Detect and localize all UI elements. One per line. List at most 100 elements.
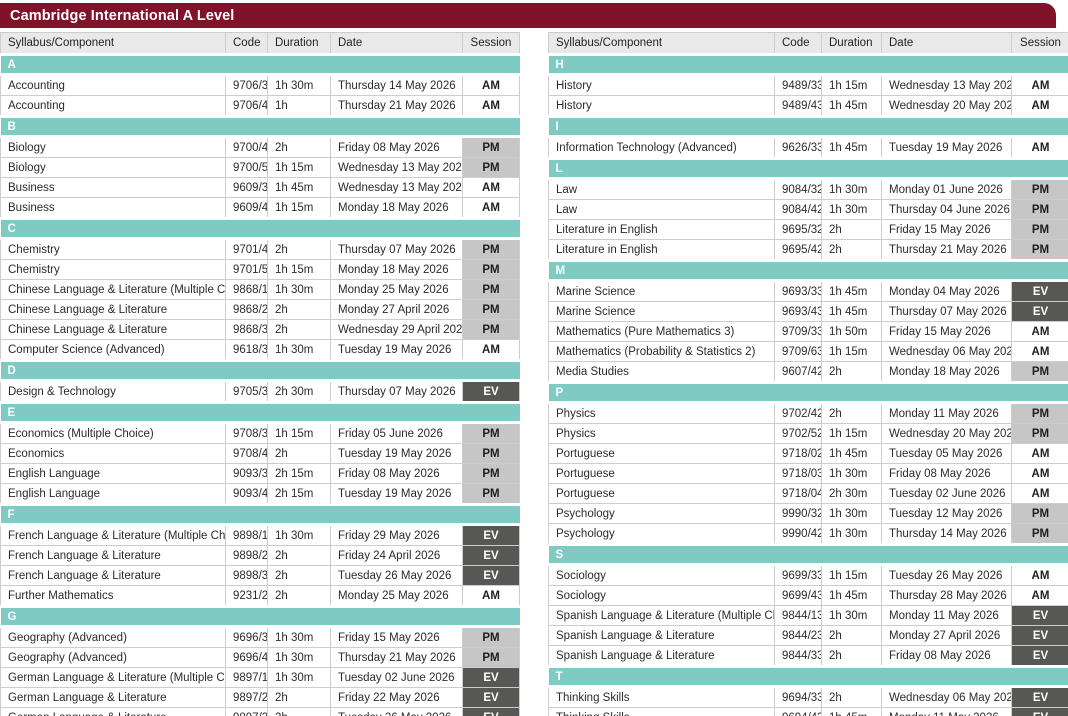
code-cell: 9718/04 [774, 483, 822, 504]
duration-cell: 1h 45m [821, 95, 882, 117]
duration-cell: 1h 45m [821, 443, 882, 464]
duration-cell: 1h 30m [267, 74, 331, 96]
syllabus-cell: Chinese Language & Literature [0, 299, 226, 320]
session-badge: AM [1011, 136, 1068, 159]
syllabus-cell: Portuguese [548, 483, 775, 504]
date-cell: Tuesday 12 May 2026 [881, 503, 1012, 524]
section-letter-bar: M [548, 259, 1068, 282]
col-header-duration: Duration [821, 32, 882, 55]
table-row: Law 9084/32 1h 30m Monday 01 June 2026 PM [548, 178, 1068, 200]
code-cell: 9607/42 [774, 361, 822, 383]
code-cell: 9700/52 [225, 157, 268, 178]
session-badge: PM [462, 647, 520, 668]
session-badge: PM [1011, 178, 1068, 200]
duration-cell: 1h [267, 95, 331, 117]
duration-cell: 1h 30m [821, 503, 882, 524]
date-cell: Thursday 21 May 2026 [330, 95, 463, 117]
syllabus-cell: Business [0, 197, 226, 219]
syllabus-cell: Portuguese [548, 443, 775, 464]
date-cell: Monday 04 May 2026 [881, 280, 1012, 302]
date-cell: Monday 18 May 2026 [330, 259, 463, 280]
date-cell: Thursday 21 May 2026 [330, 647, 463, 668]
syllabus-cell: Chemistry [0, 238, 226, 260]
date-cell: Thursday 04 June 2026 [881, 199, 1012, 220]
syllabus-cell: Media Studies [548, 361, 775, 383]
session-badge: AM [1011, 585, 1068, 606]
table-row: Sociology 9699/43 1h 45m Thursday 28 May 20… [548, 585, 1068, 606]
duration-cell: 1h 30m [267, 626, 331, 648]
duration-cell: 1h 30m [267, 339, 331, 361]
table-row: Chinese Language & Literature9868/222hMo… [0, 299, 520, 320]
syllabus-cell: English Language [0, 463, 226, 484]
code-cell: 9844/13 [774, 605, 822, 626]
duration-cell: 2h [267, 136, 331, 158]
section-letter-bar: D [0, 359, 520, 382]
duration-cell: 2h [821, 239, 882, 261]
session-badge: PM [462, 319, 520, 340]
date-cell: Thursday 28 May 2026 [881, 585, 1012, 606]
syllabus-cell: Accounting [0, 74, 226, 96]
duration-cell: 1h 15m [821, 74, 882, 96]
duration-cell: 2h [821, 645, 882, 667]
col-header-code: Code [225, 32, 268, 55]
table-row: Spanish Language & Literature 9844/33 2h Fr… [548, 645, 1068, 667]
duration-cell: 2h 30m [821, 483, 882, 504]
section-letter-bar: F [0, 503, 520, 526]
col-header-code: Code [774, 32, 822, 55]
code-cell: 9231/23 [225, 585, 268, 607]
syllabus-cell: Portuguese [548, 463, 775, 484]
date-cell: Monday 18 May 2026 [881, 361, 1012, 383]
code-cell: 9718/02 [774, 443, 822, 464]
date-cell: Thursday 07 May 2026 [881, 301, 1012, 322]
duration-cell: 1h 15m [821, 341, 882, 362]
date-cell: Friday 15 May 2026 [881, 321, 1012, 342]
code-cell: 9706/43 [225, 95, 268, 117]
syllabus-cell: Physics [548, 423, 775, 444]
duration-cell: 2h 15m [267, 463, 331, 484]
date-cell: Friday 08 May 2026 [330, 136, 463, 158]
code-cell: 9693/33 [774, 280, 822, 302]
syllabus-cell: Physics [548, 402, 775, 424]
session-badge: EV [1011, 686, 1068, 708]
syllabus-cell: Further Mathematics [0, 585, 226, 607]
code-cell: 9868/22 [225, 299, 268, 320]
session-badge: PM [462, 259, 520, 280]
table-row: History 9489/33 1h 15m Wednesday 13 May 202… [548, 74, 1068, 96]
duration-cell: 1h 15m [267, 197, 331, 219]
date-cell: Monday 25 May 2026 [330, 585, 463, 607]
syllabus-cell: Biology [0, 136, 226, 158]
date-cell: Thursday 21 May 2026 [881, 239, 1012, 261]
code-cell: 9701/52 [225, 259, 268, 280]
session-badge: PM [462, 463, 520, 484]
section-letter-bar: I [548, 115, 1068, 138]
code-cell: 9897/13 [225, 667, 268, 688]
session-badge: PM [462, 483, 520, 505]
col-header-date: Date [330, 32, 463, 55]
duration-cell: 2h [821, 219, 882, 240]
session-badge: PM [1011, 503, 1068, 524]
table-row: Information Technology (Advanced) 9626/33… [548, 136, 1068, 159]
code-cell: 9700/42 [225, 136, 268, 158]
date-cell: Thursday 07 May 2026 [330, 380, 463, 403]
duration-cell: 2h [267, 687, 331, 708]
code-cell: 9489/43 [774, 95, 822, 117]
duration-cell: 1h 45m [821, 280, 882, 302]
code-cell: 9990/42 [774, 523, 822, 545]
date-cell: Wednesday 20 May 2026 [881, 95, 1012, 117]
table-row: French Language & Literature9898/232hFri… [0, 545, 520, 566]
section-letter-bar: B [0, 115, 520, 138]
code-cell: 9694/43 [774, 707, 822, 716]
session-badge: EV [462, 524, 520, 546]
syllabus-cell: Chinese Language & Literature (Multiple … [0, 279, 226, 300]
session-badge: AM [462, 339, 520, 361]
table-row: Physics 9702/42 2h Monday 11 May 2026 PM [548, 402, 1068, 424]
duration-cell: 1h 30m [267, 524, 331, 546]
